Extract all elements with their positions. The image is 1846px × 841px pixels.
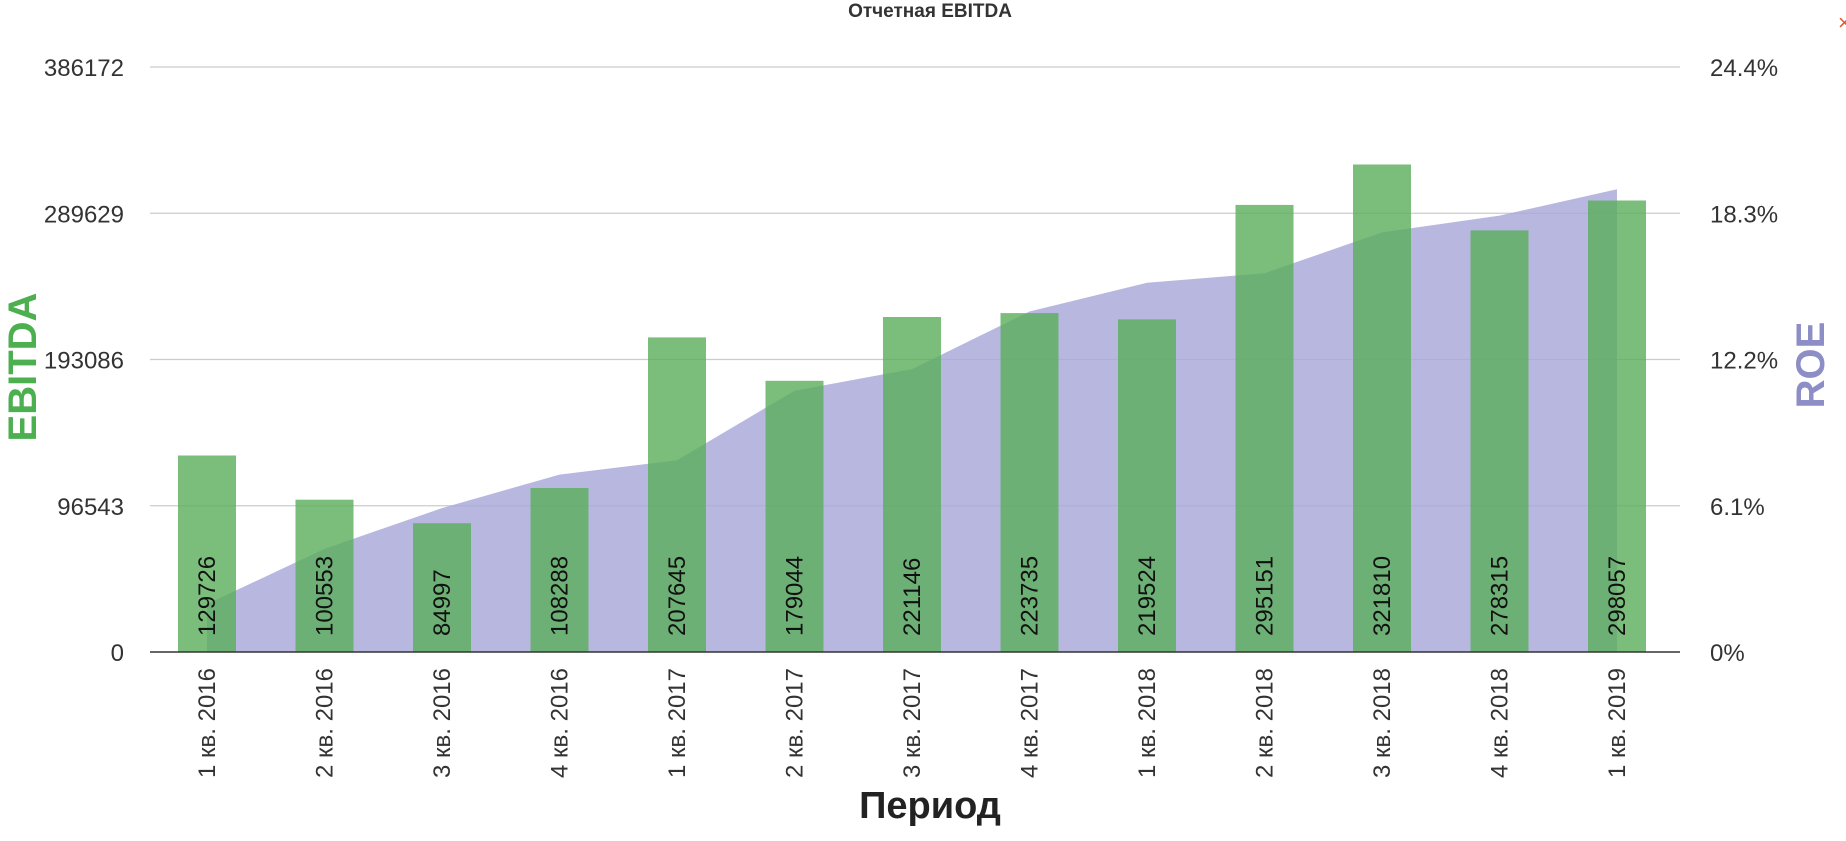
y-tick-label-right: 12.2% — [1710, 348, 1778, 375]
x-ticks-layer: 1 кв. 2016 2 кв. 2016 3 кв. 2016 4 кв. 2016… — [194, 668, 1631, 778]
y-tick-label-left: 0 — [111, 640, 124, 667]
x-tick-label: 1 кв. 2016 — [194, 668, 221, 778]
bar-value-label: 278315 — [1487, 556, 1514, 636]
y-tick-label-right: 24.4% — [1710, 55, 1778, 82]
y-tick-label-left: 289629 — [44, 201, 124, 228]
x-tick-label: 2 кв. 2017 — [782, 668, 809, 778]
x-tick-label: 1 кв. 2019 — [1604, 668, 1631, 778]
x-tick-label: 2 кв. 2016 — [312, 668, 339, 778]
bar-value-label: 298057 — [1604, 556, 1631, 636]
bar-value-label: 223735 — [1017, 556, 1044, 636]
y-axis-title-ebitda: EBITDA — [1, 293, 45, 442]
x-tick-label: 1 кв. 2018 — [1134, 668, 1161, 778]
y-tick-label-right: 6.1% — [1710, 494, 1765, 521]
y-tick-label-left: 386172 — [44, 55, 124, 82]
x-axis-title: Период — [859, 785, 1001, 827]
close-icon[interactable]: × — [1838, 10, 1846, 35]
y-axis-title-roe: ROE — [1789, 322, 1833, 409]
bar-value-label: 219524 — [1134, 556, 1161, 636]
x-tick-label: 1 кв. 2017 — [664, 668, 691, 778]
chart-title: Отчетная EBITDA — [848, 1, 1012, 22]
bar-value-label: 108288 — [547, 556, 574, 636]
bar-value-label: 179044 — [782, 556, 809, 636]
y-tick-label-right: 18.3% — [1710, 201, 1778, 228]
x-tick-label: 3 кв. 2018 — [1369, 668, 1396, 778]
bar-value-label: 221146 — [899, 558, 926, 636]
x-tick-label: 2 кв. 2018 — [1252, 668, 1279, 778]
bar-value-label: 295151 — [1252, 556, 1279, 636]
x-tick-label: 4 кв. 2018 — [1487, 668, 1514, 778]
x-tick-label: 3 кв. 2017 — [899, 668, 926, 778]
x-tick-label: 4 кв. 2017 — [1017, 668, 1044, 778]
y-tick-label-left: 96543 — [57, 494, 124, 521]
bar-value-label: 207645 — [664, 556, 691, 636]
bar-value-label: 129726 — [194, 556, 221, 636]
bar-value-label: 84997 — [429, 569, 456, 636]
bar-value-label: 321810 — [1369, 556, 1396, 636]
y-tick-label-right: 0% — [1710, 640, 1745, 667]
x-tick-label: 3 кв. 2016 — [429, 668, 456, 778]
y-tick-label-left: 193086 — [44, 348, 124, 375]
bar-value-label: 100553 — [312, 556, 339, 636]
x-tick-label: 4 кв. 2016 — [547, 668, 574, 778]
